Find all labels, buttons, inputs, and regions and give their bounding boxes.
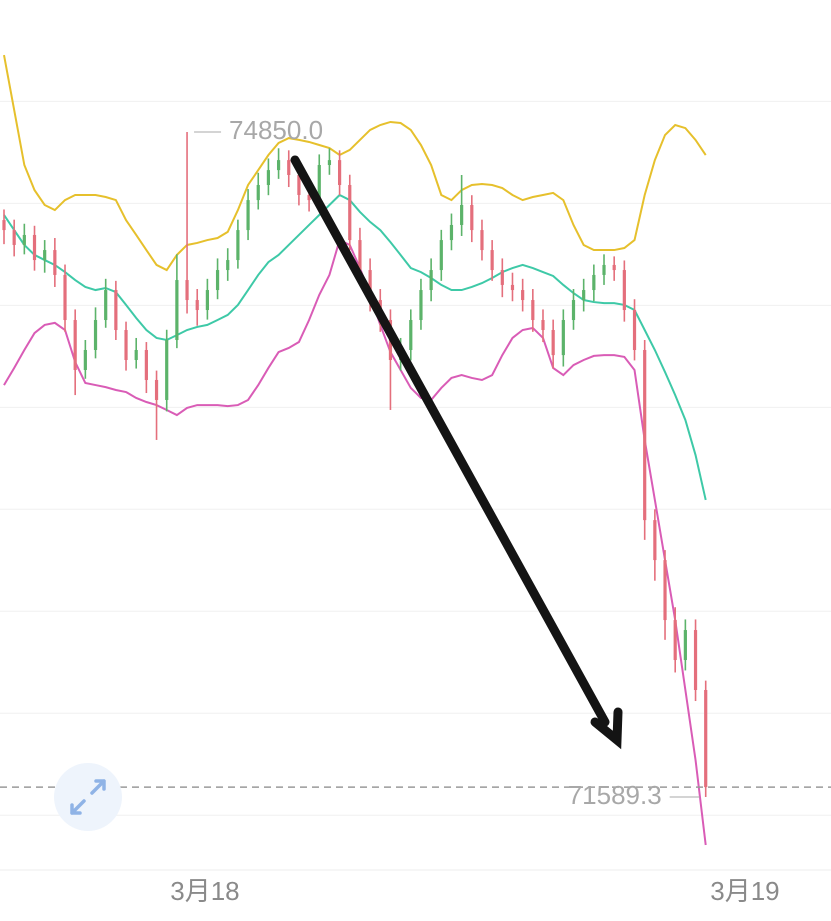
arrow-shaft [290,155,610,727]
band-line [3,238,707,846]
candle-body [643,350,647,521]
candle-body [348,184,352,241]
candle-body [53,250,57,275]
candle-body [287,160,291,176]
candle-body [521,290,525,301]
candles [2,131,708,798]
candle-body [297,175,301,195]
candle-body [104,290,108,321]
candle-body [32,234,37,261]
low-label: 71589.3 [568,780,662,810]
grid [0,100,831,816]
candle-body [124,330,128,360]
candle-body [205,290,209,311]
candle-body [460,204,464,225]
candle-body [144,350,148,380]
candle-body [612,264,616,271]
candle-body [693,630,698,691]
candle-body [266,170,271,185]
candle-body [63,274,67,321]
candle-body [93,320,98,351]
candle-body [632,310,637,351]
candle-body [215,270,220,291]
candle-body [500,270,504,285]
candle-body [154,379,159,400]
expand-icon[interactable] [70,779,106,815]
candle-body [114,290,118,331]
candle-body [490,250,494,271]
drawn-arrow [290,155,623,750]
candle-body [185,280,189,301]
candle-body [73,320,77,370]
candle-body [2,220,6,231]
candle-body [165,340,169,400]
candle-body [134,350,138,360]
candle-body [429,270,433,291]
x-tick-label: 3月18 [170,876,239,906]
candle-body [236,230,240,261]
candle-body [439,240,443,271]
candle-body [683,630,687,661]
candle-body [602,264,606,275]
candle-body [582,290,586,301]
candle-body [480,230,484,251]
candle-body [449,224,454,241]
bands [3,54,707,846]
band-line [3,54,707,272]
high-label: 74850.0 [229,115,323,145]
candle-body [470,204,474,231]
candle-body [551,330,555,356]
candle-body [337,160,342,185]
candle-body [653,520,657,561]
candle-body [531,300,535,321]
candle-body [358,240,362,271]
candle-body [541,320,545,331]
candle-body [571,300,576,321]
expand-button-bg[interactable] [54,763,122,831]
candle-body [561,320,565,356]
arrow-head [590,707,623,750]
candle-body [175,280,179,341]
band-line [3,193,707,501]
candle-body [22,234,26,245]
candle-body [409,320,413,351]
candle-body [276,160,281,171]
candle-body [226,260,230,271]
candle-body [307,194,311,201]
candle-body [663,560,667,621]
candle-body [256,184,260,201]
expand-button[interactable] [54,763,122,831]
candle-body [83,350,87,370]
candle-body [43,250,47,261]
candle-body [673,620,677,661]
candle-body [510,284,515,291]
candle-body [622,270,626,311]
candle-body [317,165,321,201]
candle-body [327,160,332,166]
candle-body [12,230,16,245]
labels: 3月18 3月19 74850.0 71589.3 [0,115,831,906]
candle-body [368,270,372,301]
candle-body [246,200,250,231]
x-tick-label: 3月19 [710,876,779,906]
candle-body [592,274,596,291]
candle-body [195,300,199,311]
candle-body [704,690,708,788]
candle-body [419,290,423,321]
